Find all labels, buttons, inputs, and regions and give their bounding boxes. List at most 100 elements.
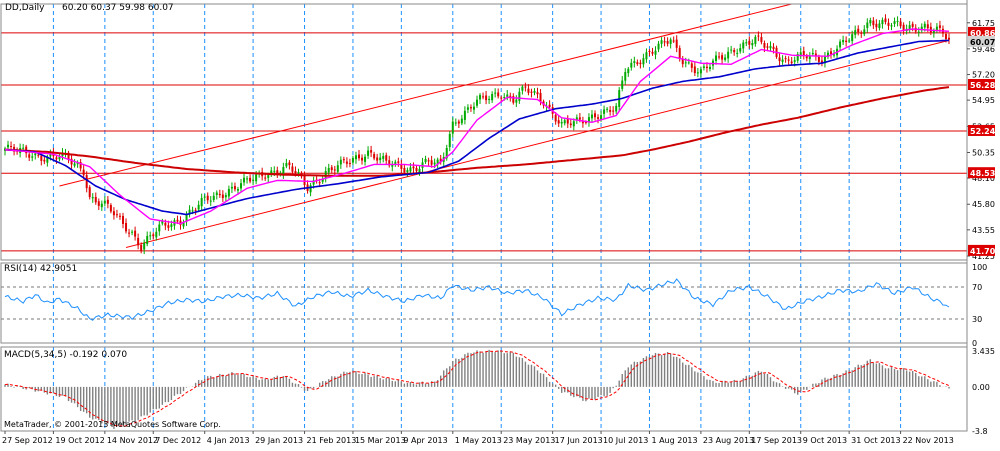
price-candle-body — [842, 39, 845, 43]
watermark: MetaTrader, © 2001-2013 MetaQuotes Softw… — [4, 420, 221, 429]
price-candle-body — [282, 167, 285, 175]
price-candle-body — [935, 26, 938, 32]
price-candle-body — [497, 92, 500, 97]
price-candle-body — [330, 167, 333, 171]
price-candle-body — [28, 154, 31, 158]
price-candle-body — [863, 29, 866, 35]
price-candle-body — [294, 171, 297, 173]
time-tick-label: 17 Sep 2013 — [751, 436, 802, 445]
price-candle-body — [660, 40, 663, 44]
horizontal-lines[interactable] — [1, 32, 967, 252]
price-candle-body — [875, 23, 878, 28]
price-candle-body — [49, 153, 52, 157]
price-candle-body — [581, 120, 584, 124]
price-candle-body — [209, 200, 212, 202]
price-candle-body — [887, 22, 890, 26]
time-tick-label: 1 May 2013 — [455, 436, 502, 445]
price-tick-label: 59.46 — [972, 45, 995, 54]
grid — [52, 4, 902, 431]
price-candle-body — [600, 115, 603, 120]
price-tick-label: 45.80 — [972, 200, 995, 209]
price-candle-body — [503, 97, 506, 99]
price-candle-body — [460, 118, 463, 124]
price-candle-body — [370, 150, 373, 153]
price-candle-body — [796, 54, 799, 61]
price-candle-body — [527, 88, 530, 93]
price-candle-body — [385, 155, 388, 161]
price-candle-body — [506, 94, 509, 97]
price-candle-body — [276, 170, 279, 175]
price-candle-body — [409, 167, 412, 172]
price-candle-body — [757, 35, 760, 37]
price-candle-body — [533, 90, 536, 93]
price-candle-body — [391, 165, 394, 167]
price-candle-body — [648, 50, 651, 52]
price-candle-body — [125, 222, 128, 232]
time-tick-label: 9 Apr 2013 — [403, 436, 447, 445]
channel-line — [59, 3, 792, 187]
price-candle-body — [149, 235, 152, 237]
price-candle-body — [376, 157, 379, 161]
price-candle-body — [118, 215, 121, 217]
price-candle-body — [566, 119, 569, 124]
price-candle-body — [270, 170, 273, 175]
price-candle-body — [224, 195, 227, 198]
price-candle-body — [739, 48, 742, 52]
price-candle-body — [693, 66, 696, 74]
price-tick-label: 43.55 — [972, 226, 995, 235]
moving-averages — [4, 28, 950, 225]
price-candle-body — [22, 147, 25, 149]
price-candle-body — [288, 162, 291, 166]
price-candle-body — [255, 174, 258, 182]
price-candle-body — [663, 41, 666, 43]
price-candle-body — [318, 182, 321, 184]
price-candle-body — [948, 37, 950, 40]
sma-blue-line — [4, 39, 950, 216]
price-candle-body — [324, 171, 327, 179]
price-candle-body — [94, 196, 97, 203]
time-tick-label: 27 Sep 2012 — [2, 436, 53, 445]
price-candle-body — [103, 200, 106, 204]
trend-channel[interactable] — [59, 3, 950, 248]
price-candle-body — [830, 51, 832, 55]
panel-frame — [0, 3, 968, 261]
price-candle-body — [926, 24, 929, 29]
price-candle-body — [851, 34, 854, 42]
price-tick-label: 54.95 — [972, 96, 995, 105]
price-candle-body — [430, 160, 433, 165]
price-candle-body — [518, 91, 521, 101]
price-candle-body — [40, 155, 43, 161]
price-candle-body — [736, 52, 739, 54]
price-candle-body — [82, 169, 85, 176]
price-candle-body — [802, 50, 805, 56]
price-candle-body — [34, 153, 37, 156]
price-candle-body — [476, 99, 478, 106]
price-candle-body — [212, 195, 215, 201]
price-candle-body — [845, 40, 848, 43]
price-candle-body — [760, 37, 763, 43]
price-candle-body — [146, 236, 149, 245]
price-candle-body — [469, 107, 472, 109]
price-candle-body — [772, 46, 775, 50]
price-candle-body — [491, 94, 494, 101]
price-candle-body — [236, 189, 239, 191]
macd-tick-label: 0.00 — [972, 383, 990, 392]
price-candle-body — [109, 205, 112, 212]
symbol-title: DD,Daily — [5, 3, 45, 13]
price-candle-body — [373, 153, 376, 159]
price-candle-body — [899, 21, 902, 27]
price-candle-body — [784, 58, 787, 60]
price-candle-body — [902, 24, 905, 31]
price-candle-body — [112, 211, 115, 216]
hline-tag-box — [968, 79, 995, 91]
rsi-tick-label: 0 — [972, 339, 977, 348]
price-candle-body — [630, 62, 633, 68]
price-candle-body — [724, 57, 727, 60]
price-candle-body — [621, 80, 624, 89]
price-candle-body — [833, 54, 836, 56]
price-tick-label: 50.35 — [972, 148, 995, 157]
price-candle-body — [817, 57, 820, 62]
price-candle-body — [382, 156, 385, 159]
